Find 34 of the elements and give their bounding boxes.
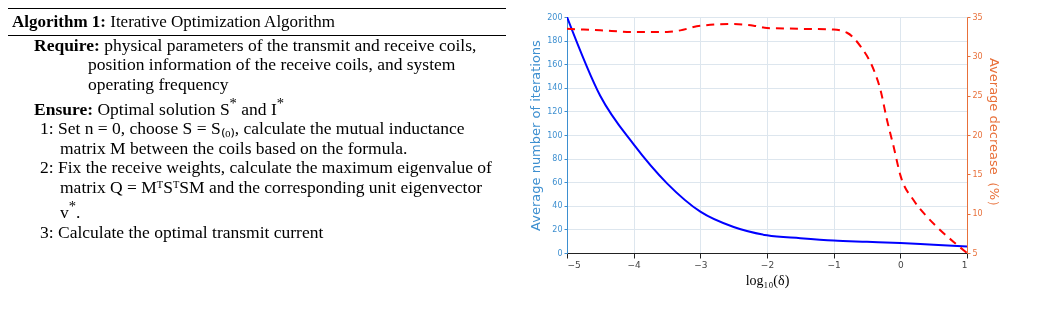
y-tick-label: 80 [552, 154, 563, 164]
y2-tick-label: 25 [972, 91, 983, 101]
x-tick-label: 1 [961, 259, 968, 270]
y2-tick-label: 30 [972, 51, 983, 61]
text: Ensure: Optimal solution S$^{*}$ and I$^{*}$ [33, 94, 286, 120]
x-tick-label: −2 [760, 259, 775, 270]
y2-tick-label: 15 [972, 169, 983, 179]
y2-tick-label: 10 [972, 209, 983, 219]
y-tick-label: 120 [547, 106, 563, 116]
text: 1: Set n = 0, choose S = S₍₀₎, calculate the mutual inductance matrix M between the coils based on the formula. [39, 118, 466, 159]
x-tick-label: −3 [694, 259, 708, 270]
y-tick-label: 0 [557, 248, 563, 258]
x-tick-label: −1 [827, 259, 841, 270]
y2-tick-label: 20 [972, 130, 983, 140]
y-tick-label: 140 [547, 83, 563, 93]
text: Require: physical parameters of the transmit and receive coils, position information of the receive coils, and system operating frequency [33, 34, 478, 94]
x-tick-label: −5 [567, 259, 581, 270]
y2-tick-label: 35 [972, 12, 983, 22]
x-tick-label: −4 [627, 259, 642, 270]
x-axis-title: log₁₀(δ) [745, 272, 790, 289]
text: Algorithm 1: Iterative Optimization Algorithm [8, 8, 506, 36]
y-tick-label: 40 [552, 201, 563, 211]
y-tick-label: 100 [547, 130, 563, 140]
y2-tick-label: 5 [972, 248, 978, 258]
y2-axis-title: Average decrease（%） [986, 57, 1002, 214]
text: 2: Fix the receive weights, calculate the maximum eigenvalue of matrix Q = MᵀSᵀSM and the corresponding unit eigenvector v$^{*}$. [39, 157, 493, 223]
y-tick-label: 20 [552, 224, 563, 234]
y-tick-label: 160 [547, 59, 563, 69]
y-tick-label: 180 [547, 36, 563, 46]
text: 3: Calculate the optimal transmit current [39, 221, 325, 243]
y-axis-title: Average number of iterations [528, 39, 544, 231]
y-tick-label: 200 [547, 12, 563, 22]
y-tick-label: 60 [552, 177, 563, 187]
x-tick-label: 0 [897, 259, 904, 270]
